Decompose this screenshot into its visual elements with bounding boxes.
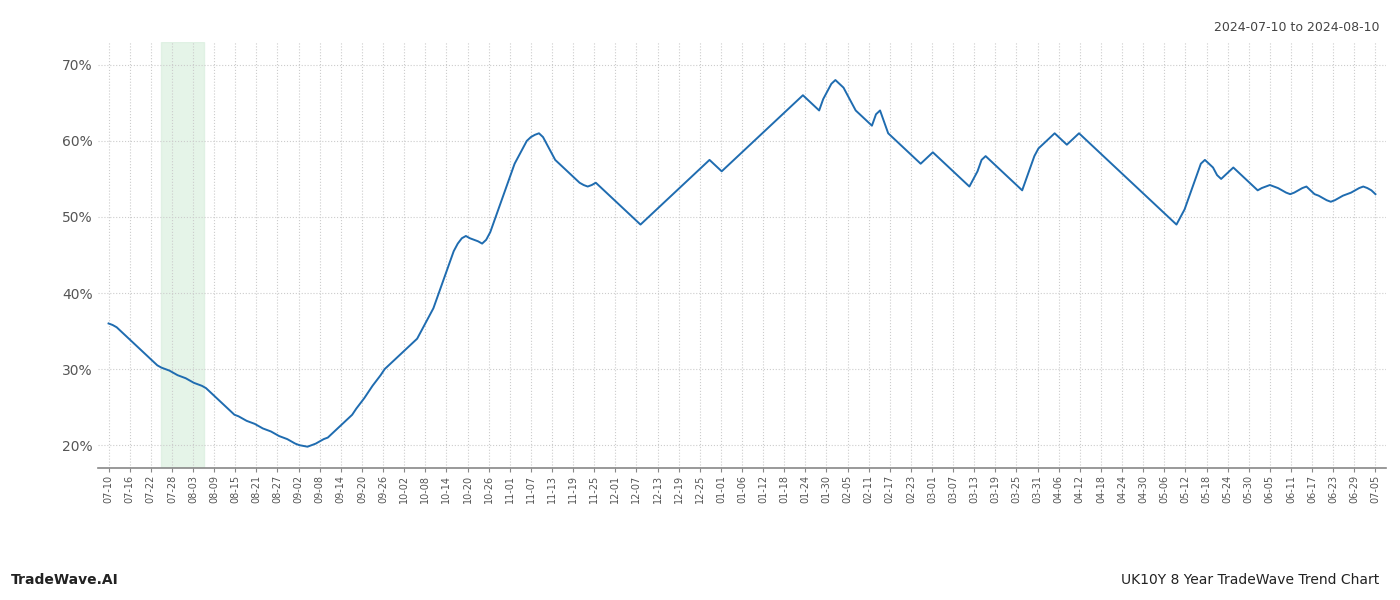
- Text: UK10Y 8 Year TradeWave Trend Chart: UK10Y 8 Year TradeWave Trend Chart: [1121, 573, 1379, 587]
- Text: 2024-07-10 to 2024-08-10: 2024-07-10 to 2024-08-10: [1214, 21, 1379, 34]
- Bar: [161, 42, 203, 468]
- Text: TradeWave.AI: TradeWave.AI: [11, 573, 119, 587]
